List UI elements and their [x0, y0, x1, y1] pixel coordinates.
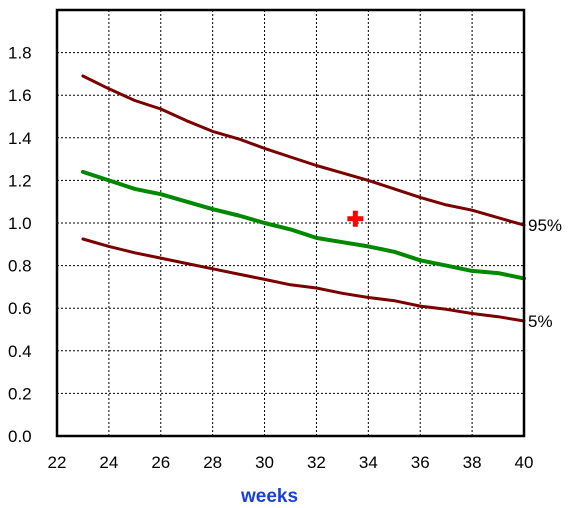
- series-line: [81, 237, 526, 323]
- x-axis-title: weeks: [240, 486, 298, 507]
- y-tick-label: 0.2: [8, 384, 32, 403]
- x-tick-label: 28: [203, 453, 222, 472]
- x-tick-label: 26: [151, 453, 170, 472]
- y-tick-label: 0.0: [8, 427, 32, 446]
- grid: [57, 10, 524, 436]
- y-tick-label: 0.4: [8, 342, 32, 361]
- y-tick-label: 1.0: [8, 214, 32, 233]
- x-axis-ticks: 22 24 26 28 30 32 34 36 38 40: [48, 453, 534, 472]
- x-tick-label: 22: [48, 453, 67, 472]
- x-tick-label: 38: [463, 453, 482, 472]
- series-label: 95%: [528, 216, 562, 235]
- y-tick-label: 1.8: [8, 44, 32, 63]
- marker-group: [347, 210, 364, 227]
- plus-marker: [347, 210, 364, 227]
- series-group: [80, 74, 526, 323]
- x-tick-label: 40: [515, 453, 534, 472]
- y-tick-label: 1.6: [8, 86, 32, 105]
- y-axis-ticks: 0.0 0.2 0.4 0.6 0.8 1.0 1.2 1.4 1.6 1.8: [8, 44, 32, 446]
- y-tick-label: 0.6: [8, 299, 32, 318]
- x-tick-label: 32: [307, 453, 326, 472]
- x-tick-label: 24: [99, 453, 118, 472]
- x-tick-label: 36: [411, 453, 430, 472]
- y-tick-label: 1.2: [8, 171, 32, 190]
- series-labels: 95% 5%: [528, 216, 562, 331]
- x-tick-label: 30: [255, 453, 274, 472]
- series-label: 5%: [528, 312, 553, 331]
- plot-frame: [55, 8, 526, 438]
- x-tick-label: 34: [359, 453, 378, 472]
- series-line: [81, 74, 526, 227]
- series-line: [80, 169, 526, 281]
- y-tick-label: 0.8: [8, 257, 32, 276]
- y-tick-label: 1.4: [8, 129, 32, 148]
